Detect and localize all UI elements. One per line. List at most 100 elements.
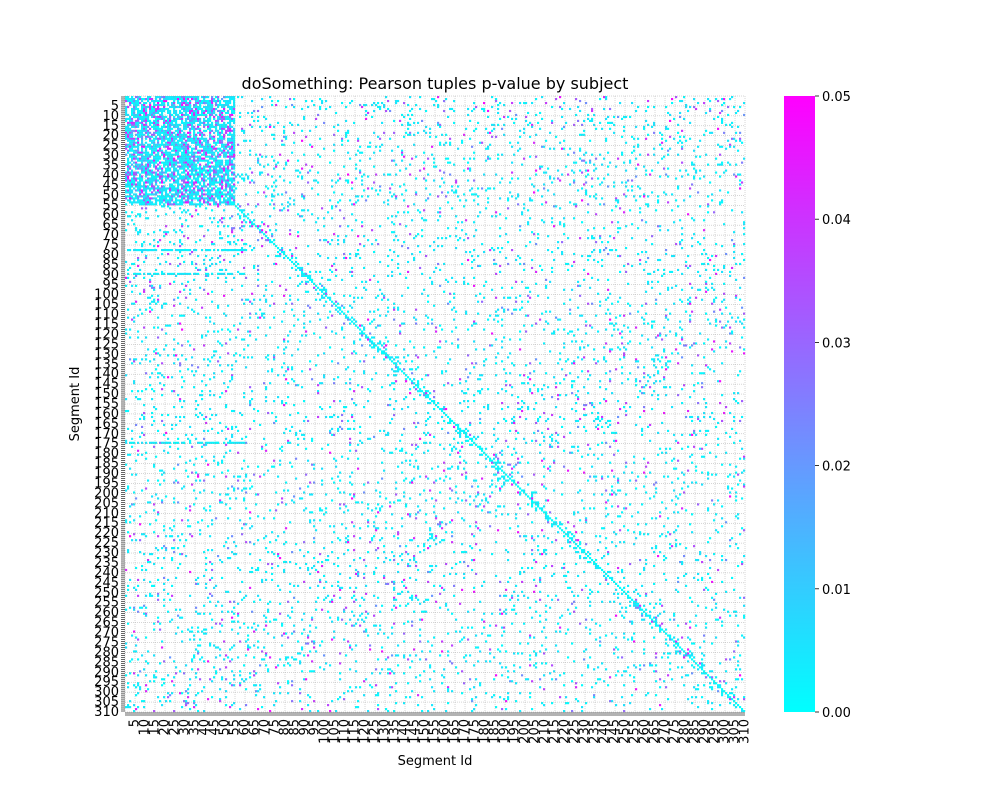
heatmap-cell (219, 147, 222, 150)
heatmap-cell (187, 109, 190, 113)
heatmap-cell (425, 187, 428, 190)
heatmap-cell (157, 131, 160, 134)
heatmap-cell (167, 199, 170, 202)
heatmap-cell (439, 407, 442, 411)
heatmap-cell (603, 227, 606, 230)
heatmap-cell (173, 185, 176, 188)
heatmap-cell (197, 105, 200, 109)
heatmap-cell (163, 302, 166, 305)
heatmap-cell (177, 179, 180, 182)
heatmap-cell (219, 181, 222, 184)
heatmap-cell (143, 117, 146, 120)
heatmap-cell (515, 280, 518, 283)
heatmap-cell (229, 177, 232, 180)
heatmap-cell (681, 300, 684, 303)
heatmap-cell (419, 107, 422, 111)
heatmap-cell (157, 336, 160, 339)
heatmap-cell (183, 157, 186, 160)
heatmap-cell (565, 262, 568, 266)
heatmap-cell (517, 193, 520, 196)
heatmap-cell (157, 245, 160, 248)
heatmap-cell (511, 286, 514, 289)
heatmap-cell (691, 161, 694, 164)
heatmap-cell (145, 203, 148, 206)
heatmap-cell (365, 280, 368, 283)
heatmap-cell (199, 129, 202, 132)
heatmap-cell (611, 302, 614, 305)
heatmap-cell (203, 113, 206, 117)
heatmap-cell (225, 280, 228, 283)
heatmap-cell (131, 109, 134, 113)
heatmap-cell (155, 193, 158, 196)
heatmap-cell (199, 197, 202, 200)
heatmap-cell (537, 505, 540, 508)
heatmap-cell (157, 117, 160, 120)
heatmap-cell (631, 189, 634, 192)
heatmap-cell (173, 139, 176, 142)
heatmap-cell (707, 256, 710, 260)
heatmap-cell (513, 121, 516, 124)
heatmap-cell (543, 342, 546, 345)
heatmap-cell (173, 177, 176, 180)
heatmap-cell (325, 290, 328, 293)
heatmap-cell (665, 314, 668, 317)
heatmap-cell (525, 330, 528, 333)
heatmap-cell (177, 105, 180, 109)
heatmap-cell (165, 213, 168, 216)
heatmap-cell (713, 211, 716, 214)
heatmap-cell (305, 282, 308, 285)
heatmap-cell (361, 332, 364, 335)
heatmap-cell (665, 252, 668, 256)
heatmap-cell (133, 153, 136, 156)
heatmap-cell (305, 274, 308, 277)
heatmap-cell (191, 159, 194, 162)
heatmap-cell (271, 294, 274, 297)
heatmap-cell (231, 117, 234, 120)
heatmap-cell (403, 322, 406, 325)
heatmap-cell (479, 292, 482, 295)
heatmap-cell (211, 96, 214, 99)
heatmap-cell (219, 137, 222, 140)
heatmap-cell (205, 119, 208, 122)
heatmap-cell (127, 308, 130, 311)
heatmap-cell (187, 97, 190, 101)
heatmap-cell (139, 203, 142, 206)
heatmap-cell (535, 322, 538, 325)
heatmap-cell (181, 211, 184, 214)
heatmap-cell (385, 109, 388, 113)
heatmap-cell (161, 304, 164, 307)
heatmap-cell (349, 270, 352, 273)
heatmap-cell (149, 119, 152, 122)
heatmap-cell (509, 338, 512, 341)
heatmap-cell (569, 330, 572, 333)
heatmap-cell (493, 187, 496, 190)
heatmap-cell (607, 165, 610, 168)
heatmap-cell (147, 135, 150, 138)
heatmap-cell (179, 115, 182, 119)
heatmap-cell (265, 231, 268, 234)
heatmap-cell (329, 243, 332, 246)
heatmap-cell (195, 191, 198, 194)
heatmap-cell (567, 237, 570, 240)
heatmap-cell (647, 203, 650, 206)
heatmap-cell (395, 344, 398, 347)
heatmap-cell (455, 179, 458, 182)
heatmap-cell (145, 101, 148, 105)
heatmap-cell (731, 266, 734, 270)
heatmap-cell (153, 123, 156, 126)
heatmap-cell (641, 304, 644, 307)
heatmap-cell (129, 101, 132, 105)
heatmap-cell (137, 119, 140, 122)
heatmap-cell (145, 187, 148, 190)
heatmap-cell (193, 159, 196, 162)
heatmap-cell (261, 97, 264, 101)
heatmap-cell (157, 155, 160, 158)
heatmap-cell (227, 149, 230, 152)
heatmap-cell (215, 169, 218, 172)
heatmap-cell (173, 304, 176, 307)
heatmap-cell (289, 258, 292, 262)
heatmap-cell (231, 167, 234, 170)
heatmap-cell (563, 223, 566, 226)
heatmap-cell (153, 165, 156, 168)
heatmap-cell (175, 125, 178, 128)
